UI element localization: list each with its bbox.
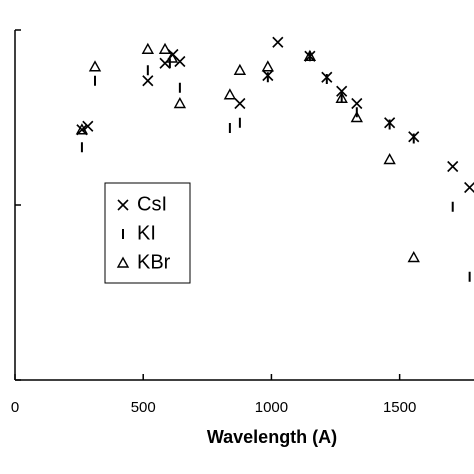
x-tick-label: 1500 (383, 399, 416, 416)
x-tick-label: 0 (11, 399, 19, 416)
data-point (303, 49, 317, 61)
legend-label: KI (137, 222, 156, 244)
data-point (75, 123, 89, 135)
data-point (233, 63, 247, 75)
data-point (174, 55, 186, 68)
data-point (234, 97, 246, 110)
data-point (272, 36, 284, 48)
data-point (88, 60, 102, 72)
data-point (336, 85, 348, 97)
legend-marker (116, 256, 130, 268)
data-point (165, 51, 179, 63)
data-point (173, 97, 187, 109)
legend-label: KBr (137, 251, 171, 273)
data-point (447, 160, 459, 173)
data-point (158, 42, 172, 54)
data-point (261, 60, 275, 72)
data-point (350, 111, 364, 123)
data-point (335, 91, 348, 103)
data-point (141, 42, 155, 54)
data-point (383, 153, 396, 165)
data-point (142, 75, 154, 87)
legend-marker (117, 199, 129, 211)
x-tick-label: 1000 (255, 399, 288, 416)
data-point (223, 88, 237, 100)
legend-label: CsI (137, 193, 167, 215)
data-point (351, 97, 363, 110)
data-point (407, 251, 420, 263)
data-point (464, 181, 474, 194)
x-axis-label: Wavelength (A) (207, 427, 337, 447)
x-tick-label: 500 (131, 399, 156, 416)
